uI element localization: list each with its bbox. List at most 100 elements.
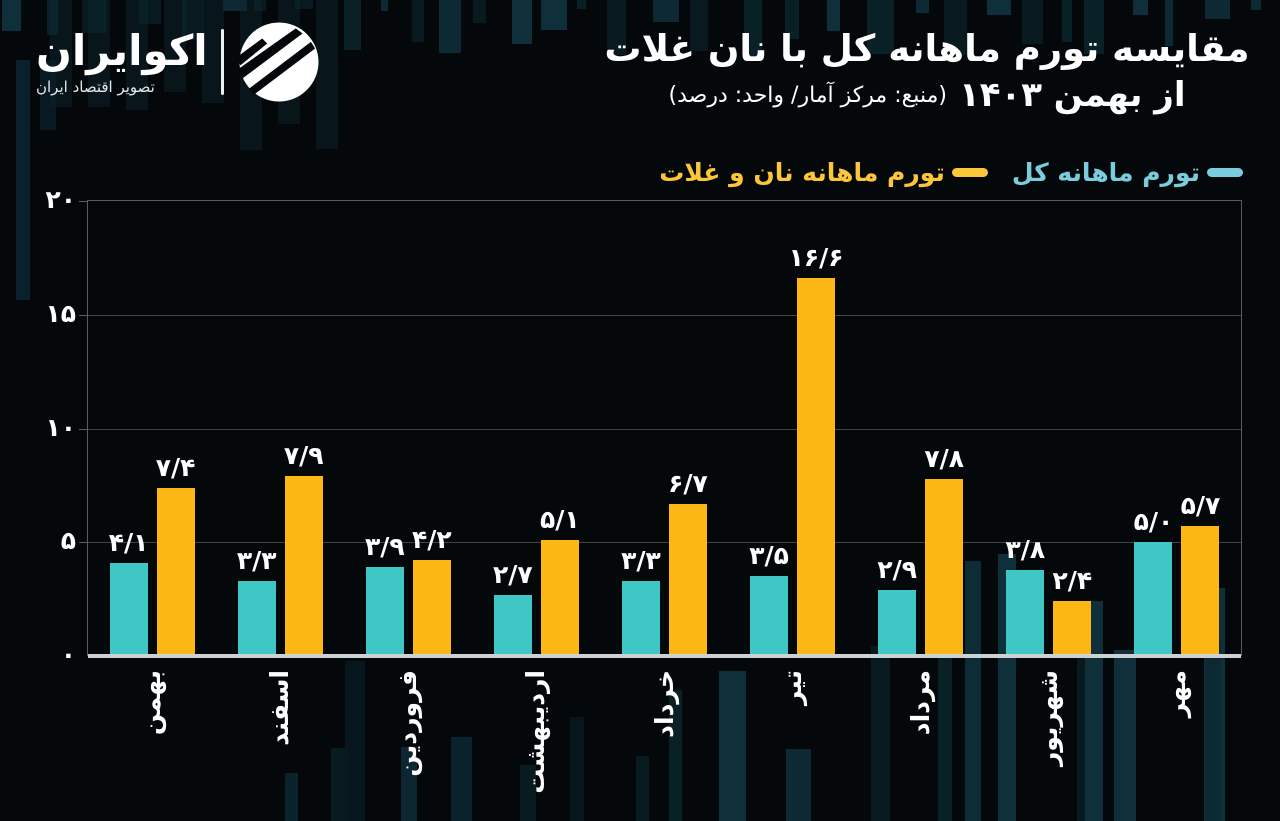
gridline: [88, 542, 1241, 544]
y-tick-label: ۱۵: [45, 298, 76, 328]
decorative-bar: [987, 0, 1011, 15]
bar-value-label: ۵/۱: [540, 504, 580, 534]
x-axis-label: اردیبهشت: [521, 670, 551, 794]
y-tick-mark: [79, 428, 87, 430]
legend-swatch-bread-icon: [951, 168, 988, 177]
decorative-bar: [1205, 641, 1221, 821]
decorative-bar: [344, 0, 362, 51]
plot-area: ۴/۱ ۷/۴ بهمن ۳/۳ ۷/۹ اسفند ۳/۹ ۴/۲ فروردین ۲/۷ ۵/۱…: [79, 200, 1242, 794]
decorative-bar: [668, 690, 683, 821]
decorative-bar: [1165, 0, 1173, 47]
decorative-bar: [519, 765, 536, 821]
x-axis-label: مرداد: [905, 670, 935, 736]
chart-title-block: مقایسه تورم ماهانه کل با نان غلات از بهم…: [602, 26, 1252, 115]
bar-value-label: ۳/۹: [364, 532, 405, 562]
decorative-bar: [285, 772, 299, 821]
brand-text-block: اکوایران تصویر اقتصاد ایران: [36, 28, 208, 96]
bar-bread: [412, 560, 451, 656]
x-axis-label: مهر: [1161, 670, 1191, 718]
bar-total: [493, 594, 532, 656]
y-tick-label: ۲۰: [45, 185, 76, 214]
bar-bread: [797, 278, 836, 656]
brand-tagline: تصویر اقتصاد ایران: [36, 77, 155, 96]
decorative-bar: [1250, 0, 1262, 11]
x-axis-label: شهریور: [1033, 670, 1063, 767]
chart-subtitle-row: از بهمن ۱۴۰۳ (منبع: مرکز آمار/ واحد: درص…: [602, 75, 1252, 115]
legend-swatch-total-icon: [1207, 168, 1243, 177]
decorative-bar: [944, 0, 967, 56]
bar-value-label: ۳/۵: [749, 541, 789, 571]
bar-value-label: ۱۶/۶: [788, 243, 844, 273]
decorative-bar: [1133, 0, 1149, 15]
x-axis-label: بهمن: [137, 670, 167, 736]
legend-label-total: تورم ماهانه کل: [1011, 158, 1200, 187]
y-tick-label: ۰: [60, 640, 76, 669]
legend-item-total: تورم ماهانه کل: [1012, 158, 1243, 187]
decorative-bar: [82, 0, 107, 33]
decorative-bar: [866, 0, 894, 55]
decorative-bar: [139, 0, 162, 24]
decorative-bar: [569, 717, 584, 821]
bar-value-label: ۷/۹: [283, 441, 324, 471]
decorative-bar: [511, 0, 533, 45]
bar-bread: [1053, 601, 1092, 656]
bar-value-label: ۳/۸: [1005, 534, 1046, 564]
bar-bread: [156, 487, 195, 656]
bar-value-label: ۲/۴: [1052, 566, 1093, 596]
x-axis-line: [88, 654, 1241, 658]
decorative-bar: [2, 0, 22, 32]
y-tick-label: ۱۰: [45, 412, 76, 442]
bar-total: [622, 580, 660, 656]
decorative-bar: [330, 747, 349, 821]
decorative-bar: [1076, 602, 1088, 821]
bar-value-label: ۲/۷: [493, 559, 533, 589]
bar-total: [878, 590, 917, 656]
bar-total: [237, 580, 276, 656]
decorative-bar: [439, 0, 462, 53]
gridline: [88, 314, 1241, 316]
decorative-bar: [915, 0, 929, 14]
chart-subtitle-period: از بهمن ۱۴۰۳: [958, 75, 1186, 116]
legend: تورم ماهانه کل تورم ماهانه نان و غلات: [659, 158, 1243, 187]
decorative-bar: [1061, 0, 1072, 43]
x-axis-label: اسفند: [265, 670, 295, 746]
decorative-bar: [965, 561, 981, 821]
bar-total: [109, 562, 148, 656]
bar-bread: [284, 476, 323, 656]
decorative-bar: [295, 0, 314, 10]
decorative-bar: [653, 0, 680, 23]
bar-value-label: ۴/۲: [411, 525, 452, 555]
decorative-bar: [380, 0, 389, 11]
legend-item-bread: تورم ماهانه نان و غلات: [659, 158, 988, 187]
decorative-bar: [636, 756, 649, 821]
bar-value-label: ۲/۹: [877, 555, 918, 585]
x-axis-label: خرداد: [649, 670, 679, 738]
decorative-bar: [785, 0, 800, 39]
decorative-bar: [412, 0, 425, 42]
decorative-bar: [345, 661, 365, 821]
gridline: [88, 428, 1241, 430]
decorative-bar: [1022, 0, 1044, 45]
bar-value-label: ۳/۳: [621, 545, 661, 575]
decorative-bar: [400, 747, 417, 821]
y-tick-mark: [79, 314, 87, 316]
decorative-bar: [719, 671, 746, 821]
bar-total: [1134, 542, 1173, 656]
y-tick-mark: [79, 542, 87, 544]
decorative-bar: [871, 645, 890, 821]
bar-value-label: ۵/۷: [1180, 491, 1221, 521]
decorative-bar: [16, 60, 30, 300]
decorative-bar: [785, 749, 812, 821]
bar-total: [1006, 569, 1045, 656]
decorative-bar: [606, 0, 626, 55]
bar-bread: [1181, 526, 1220, 656]
decorative-bar: [576, 0, 587, 9]
decorative-bar: [126, 0, 148, 111]
decorative-bar: [222, 0, 247, 11]
decorative-bar: [540, 0, 567, 31]
decorative-bar: [826, 0, 840, 32]
chart-title: مقایسه تورم ماهانه کل با نان غلات: [604, 27, 1250, 70]
decorative-bar: [182, 0, 203, 40]
